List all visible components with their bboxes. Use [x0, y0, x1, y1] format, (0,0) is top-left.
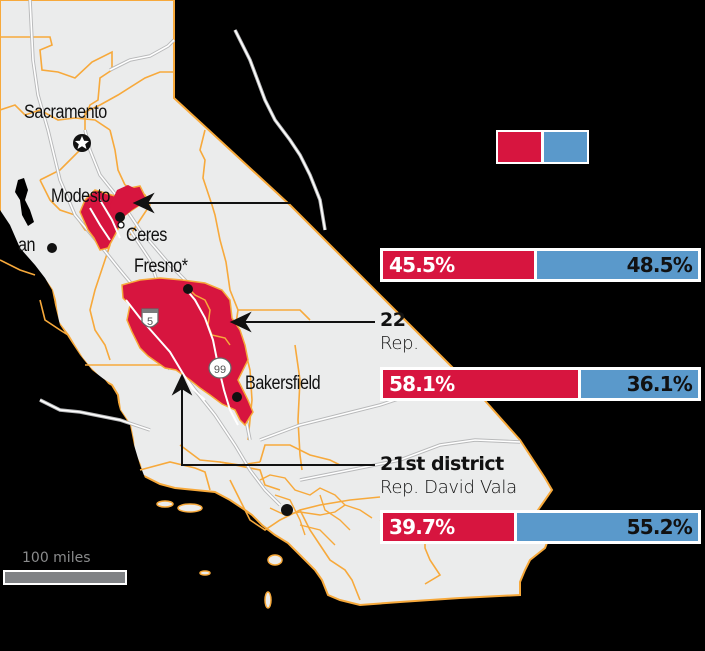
route-99-shield: 99 — [208, 357, 232, 379]
district-21-democrat-share: 55.2% — [517, 513, 698, 541]
district-21-representative: Rep. David Vala — [380, 477, 517, 498]
legend-swatch-republican — [498, 132, 541, 162]
party-legend — [496, 130, 589, 164]
district-22-representative: Rep. — [380, 333, 419, 354]
city-label-san-jose: an — [18, 235, 36, 256]
scale-bar — [3, 570, 127, 585]
district-21-result-bar: 39.7% 55.2% — [380, 510, 701, 544]
san-jose-marker — [47, 243, 57, 253]
la-area-borders — [259, 474, 373, 546]
route-99-label: 99 — [214, 364, 226, 376]
district-22-republican-share: 58.1% — [383, 370, 578, 398]
scale-label: 100 miles — [22, 550, 91, 566]
ceres-marker — [117, 221, 125, 229]
bakersfield-marker — [232, 392, 242, 402]
district-22-boundary — [184, 284, 231, 346]
district-10-result-bar: 45.5% 48.5% — [380, 248, 701, 282]
los-angeles-marker — [281, 504, 293, 516]
channel-islands — [156, 500, 283, 609]
city-label-fresno: Fresno* — [134, 256, 188, 277]
district-10-republican-share: 45.5% — [383, 251, 534, 279]
city-label-ceres: Ceres — [126, 225, 167, 246]
district-22-result-bar: 58.1% 36.1% — [380, 367, 701, 401]
arrow-to-district-21 — [181, 385, 375, 466]
legend-swatch-democrat — [544, 132, 587, 162]
city-label-bakersfield: Bakersfield — [245, 373, 321, 394]
district-21-title: 21st district — [380, 453, 504, 475]
district-22-title: 22 — [380, 309, 406, 331]
city-label-sacramento: Sacramento — [24, 102, 107, 123]
city-label-modesto: Modesto — [51, 186, 110, 207]
arrows — [132, 192, 375, 466]
interstate-5-shield: 5 — [141, 308, 159, 328]
sacramento-capital-marker — [73, 134, 91, 152]
district-10-democrat-share: 48.5% — [537, 251, 698, 279]
district-21-republican-share: 39.7% — [383, 513, 514, 541]
fresno-marker — [183, 284, 193, 294]
interstate-5-label: 5 — [147, 316, 153, 328]
sf-bay — [15, 178, 34, 226]
ocean-west — [0, 210, 145, 478]
modesto-marker — [115, 212, 125, 222]
district-22-democrat-share: 36.1% — [581, 370, 698, 398]
